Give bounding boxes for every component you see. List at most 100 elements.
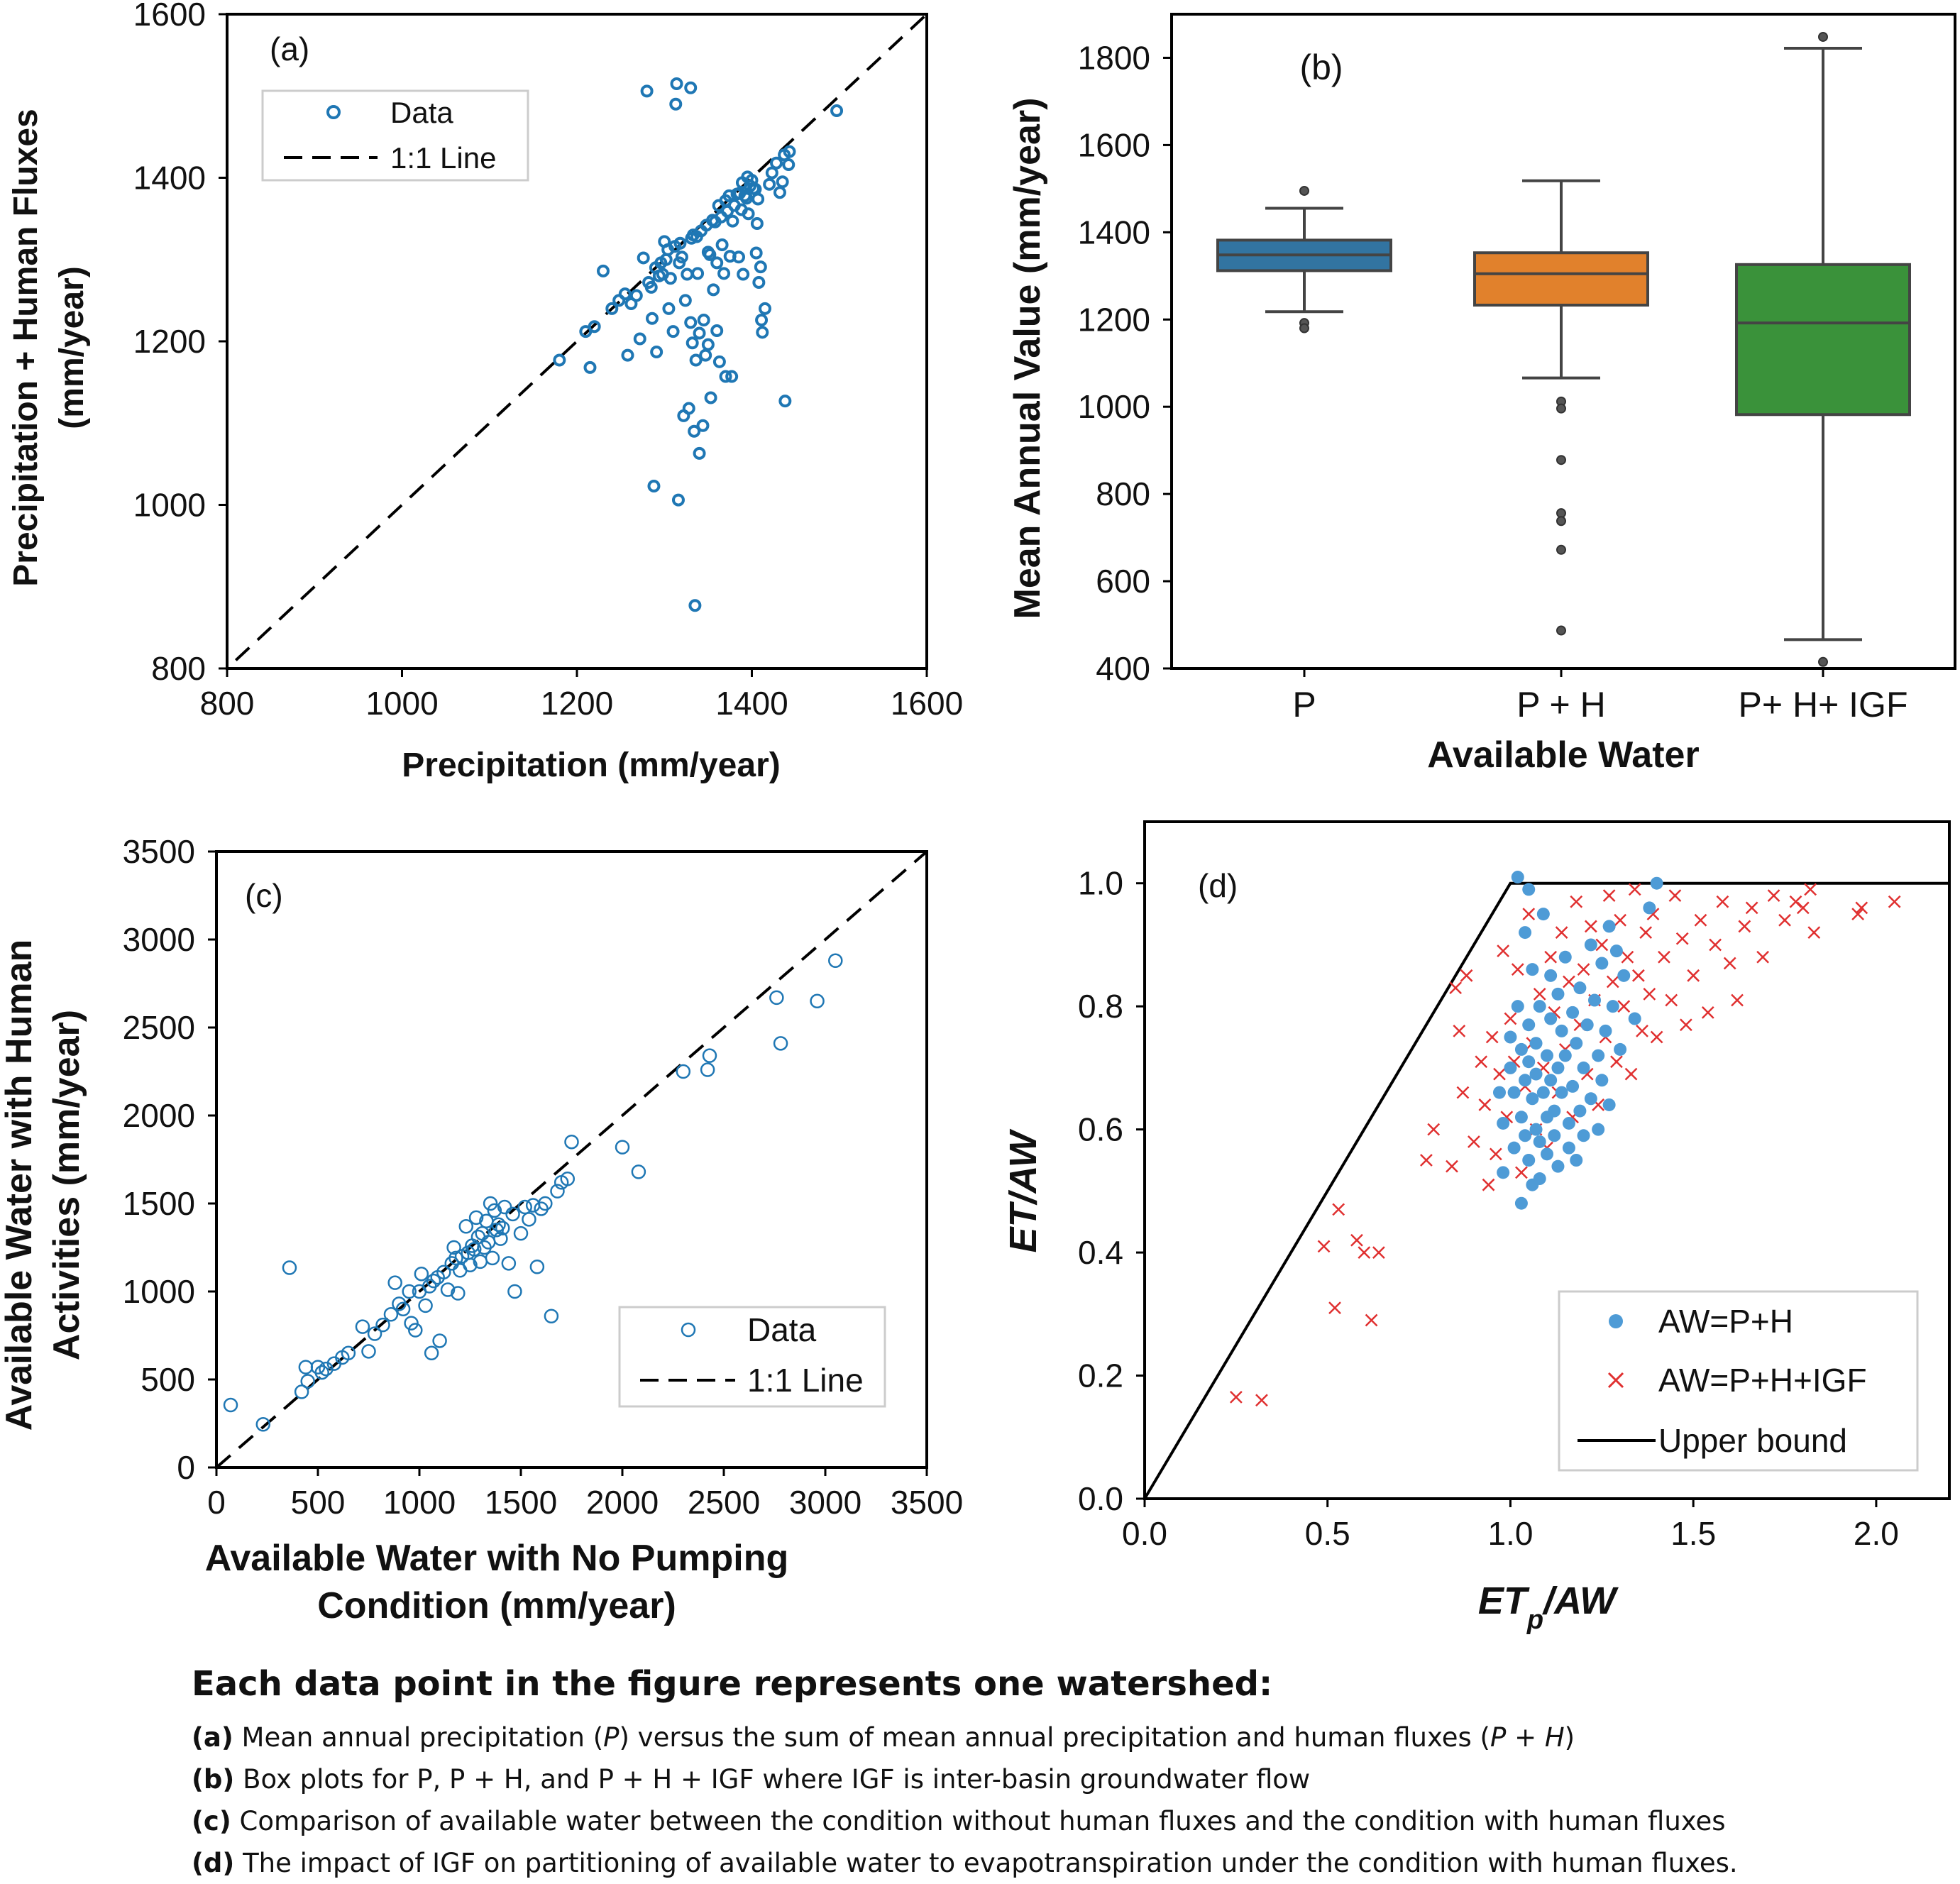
panel-d-ph-point (1533, 1172, 1546, 1186)
panel-d-igf-point (1796, 901, 1810, 915)
panel-d-ph-point (1602, 1098, 1616, 1111)
panel-d-xtick-label: 1.5 (1670, 1515, 1716, 1552)
panel-d-ph-point (1562, 1141, 1575, 1155)
panel-d-ph-point (1504, 1030, 1517, 1044)
panel-c-xtick-label: 1000 (383, 1484, 456, 1521)
panel-c-xtick-label: 3500 (891, 1484, 963, 1521)
panel-d-igf-point (1493, 1067, 1506, 1081)
panel-a-data-point (688, 424, 701, 438)
panel-a-data-point (629, 289, 643, 302)
panel-d-igf-point (1595, 938, 1609, 952)
panel-a-data-point (640, 84, 654, 98)
panel-d-ph-point (1643, 901, 1656, 915)
panel-c-data-point (810, 993, 825, 1009)
panel-d-igf-point (1628, 883, 1641, 896)
panel-d-ph-point (1536, 908, 1550, 921)
panel-d-ph-point (1511, 1000, 1524, 1013)
panel-a-data-point (693, 326, 706, 340)
panel-c-data-point (446, 1240, 461, 1255)
panel-d-ph-point (1548, 1104, 1561, 1118)
panel-d-igf-point (1522, 908, 1536, 920)
panel-c-data-point (544, 1309, 559, 1323)
panel-d-igf-point (1851, 908, 1865, 920)
panel-c-data-point (375, 1317, 390, 1333)
panel-d-ph-point (1522, 1018, 1536, 1032)
panel-a-xtick-label: 1000 (365, 685, 438, 722)
panel-a-data-point (666, 325, 680, 338)
panel-d-ph-point (1551, 1061, 1565, 1074)
panel-d-igf-point (1675, 932, 1689, 945)
panel-a-data-point (717, 267, 731, 280)
panel-a-data-point (707, 283, 720, 297)
panel-d-ph-point (1602, 920, 1616, 933)
panel-c-data-point (615, 1140, 630, 1155)
panel-d-igf-point (1807, 926, 1821, 939)
panel-d-igf-point (1665, 993, 1678, 1007)
panel-a-ylabel-line1: Precipitation + Human Fluxes (7, 109, 45, 587)
panel-d-ph-point (1570, 1037, 1583, 1050)
panel-d-igf-point (1738, 920, 1751, 933)
panel-d-xtick-label: 2.0 (1854, 1515, 1899, 1552)
panel-c-xtick-label: 1500 (485, 1484, 557, 1521)
panel-c-data-point (294, 1384, 309, 1399)
panel-c-data-point (432, 1333, 447, 1348)
panel-d-igf-point (1485, 1030, 1499, 1044)
caption-line-a: (a) Mean annual precipitation (P) versus… (192, 1722, 1575, 1753)
panel-d-igf-point (1694, 913, 1707, 927)
panel-a-ylabel-line2: (mm/year) (53, 266, 91, 429)
panel-a-data-point (691, 267, 705, 280)
panel-c-xlabel-line2: Condition (mm/year) (317, 1585, 676, 1626)
panel-a-legend-data-label: Data (390, 96, 453, 129)
panel-d-igf-point (1577, 963, 1590, 976)
panel-d-igf-point (1617, 1000, 1631, 1013)
panel-a-data-point (782, 158, 795, 172)
panel-d-igf-point (1584, 920, 1597, 933)
panel-c-data-point (828, 953, 843, 969)
panel-d-ph-point (1599, 1024, 1612, 1037)
panel-d-igf-point (1449, 981, 1463, 995)
panel-a-data-point (621, 348, 634, 362)
panel-a-data-point (752, 276, 766, 290)
panel-c-data-point (495, 1221, 510, 1235)
panel-b-category-label: P (1292, 685, 1316, 725)
panel-d-ph-point (1529, 1037, 1543, 1050)
panel-d-igf-point (1687, 969, 1700, 982)
panel-a-xtick-label: 1400 (715, 685, 788, 722)
panel-d-ph-point (1514, 1111, 1528, 1124)
panel-c-data-point (702, 1048, 717, 1063)
panel-c-ytick-label: 500 (141, 1361, 195, 1398)
panel-d-ph-point (1529, 1123, 1543, 1136)
panel-b-box (1735, 263, 1911, 417)
panel-d-ph-point (1595, 957, 1609, 970)
panel-a-data-point (596, 264, 610, 277)
panel-b-outlier (1556, 544, 1566, 555)
panel-d-igf-point (1372, 1246, 1385, 1259)
panel-a-data-point (686, 336, 699, 350)
panel-d-igf-point (1511, 963, 1524, 976)
panel-c-data-point (550, 1184, 565, 1199)
panel-a-data-point (725, 370, 739, 383)
panel-c-data-point (418, 1298, 433, 1313)
panel-d-ph-point (1533, 1135, 1546, 1148)
panel-d-ph-point (1584, 938, 1597, 952)
panel-d-ph-point (1573, 981, 1587, 995)
caption-line-d: (d) The impact of IGF on partitioning of… (192, 1848, 1738, 1878)
panel-d-ph-point (1592, 1123, 1605, 1136)
panel-a-data-point (696, 419, 710, 432)
panel-d-igf-point (1610, 1055, 1623, 1069)
panel-d-legend-igf-label: AW=P+H+IGF (1658, 1362, 1867, 1399)
panel-a-ytick-label: 1000 (133, 487, 206, 524)
panel-d-igf-point (1756, 950, 1770, 964)
panel-a-data-point (684, 81, 698, 94)
panel-d-xtick-label: 1.0 (1487, 1515, 1533, 1552)
panel-c-xtick-label: 2000 (586, 1484, 659, 1521)
panel-d-igf-point (1631, 969, 1645, 982)
panel-d-igf-point (1658, 950, 1670, 964)
panel-d-ph-point (1533, 1000, 1546, 1013)
panel-a-data-point (688, 599, 702, 612)
panel-c-data-point (676, 1064, 691, 1079)
panel-c-data-point (395, 1301, 411, 1317)
panel-a-data-point (732, 250, 746, 264)
panel-d-ph-point (1544, 969, 1558, 982)
panel-a-data-point (712, 355, 726, 368)
